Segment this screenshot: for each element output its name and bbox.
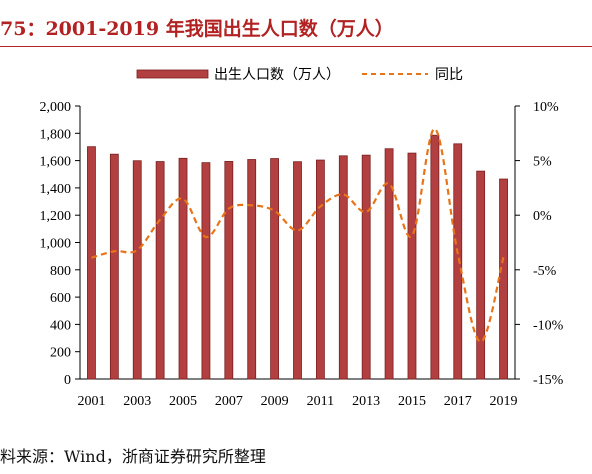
left-y-tick-label: 200 xyxy=(50,346,71,361)
right-y-tick-label: -15% xyxy=(533,373,564,388)
bar xyxy=(224,161,234,380)
bar xyxy=(407,152,417,380)
source-note: 料来源：Wind，浙商证券研究所整理 xyxy=(0,447,266,466)
bar xyxy=(453,143,463,380)
bar xyxy=(476,170,486,380)
right-y-tick-label: -5% xyxy=(533,264,557,279)
bar xyxy=(109,153,119,380)
x-ticks: 2001 2003 2005 2007 2009 2011 2013 2015 2017 2019 xyxy=(77,394,517,409)
title-divider xyxy=(0,46,592,47)
right-y-ticks: -15% -10% -5% 0% 5% 10% xyxy=(515,100,564,388)
line-series-yoy xyxy=(91,127,505,343)
left-y-tick-label: 1,400 xyxy=(40,182,72,197)
yoy-line xyxy=(91,127,505,343)
right-y-tick-label: -10% xyxy=(533,318,564,333)
bar xyxy=(430,134,440,380)
bar xyxy=(87,146,96,380)
right-y-tick-label: 10% xyxy=(533,100,559,115)
bar xyxy=(499,178,508,380)
left-y-tick-label: 1,200 xyxy=(40,209,72,224)
x-tick-label: 2009 xyxy=(261,394,289,409)
x-tick-label: 2015 xyxy=(398,394,426,409)
left-y-tick-label: 1,800 xyxy=(40,127,72,142)
left-y-tick-label: 600 xyxy=(50,291,71,306)
x-tick-label: 2003 xyxy=(123,394,151,409)
legend-bar-swatch xyxy=(136,69,209,79)
bar xyxy=(384,148,394,380)
legend-bar-label: 出生人口数（万人） xyxy=(214,67,340,83)
bar xyxy=(247,159,257,380)
right-y-tick-label: 5% xyxy=(533,155,552,170)
x-tick-label: 2007 xyxy=(215,394,243,409)
bar xyxy=(270,158,280,380)
left-y-tick-label: 800 xyxy=(50,264,71,279)
bar xyxy=(338,155,348,380)
right-y-tick-label: 0% xyxy=(533,209,552,224)
bar xyxy=(201,162,211,380)
x-tick-label: 2019 xyxy=(490,394,518,409)
x-tick-label: 2013 xyxy=(352,394,380,409)
chart-canvas: 0 200 400 600 800 1,000 1,200 1,400 1,600 1,800 2,… xyxy=(40,67,564,409)
x-tick-label: 2017 xyxy=(444,394,472,409)
x-tick-label: 2001 xyxy=(77,394,105,409)
chart-title: 75：2001-2019 年我国出生人口数（万人） xyxy=(0,18,394,40)
bar xyxy=(361,154,371,380)
left-y-tick-label: 0 xyxy=(64,373,71,388)
left-y-tick-label: 1,600 xyxy=(40,155,72,170)
bar xyxy=(178,157,188,380)
bar xyxy=(315,159,325,380)
left-y-tick-label: 400 xyxy=(50,318,71,333)
left-y-tick-label: 1,000 xyxy=(40,237,72,252)
bar xyxy=(132,160,142,380)
bar xyxy=(293,161,302,380)
x-tick-label: 2011 xyxy=(307,394,334,409)
left-y-ticks: 0 200 400 600 800 1,000 1,200 1,400 1,600 1,800 2,… xyxy=(40,100,80,388)
legend: 出生人口数（万人） 同比 xyxy=(136,67,463,83)
x-tick-label: 2005 xyxy=(169,394,197,409)
legend-line-label: 同比 xyxy=(435,67,463,83)
left-y-tick-label: 2,000 xyxy=(40,100,72,115)
bar xyxy=(155,161,165,380)
bar-series-birth-population xyxy=(87,134,508,380)
